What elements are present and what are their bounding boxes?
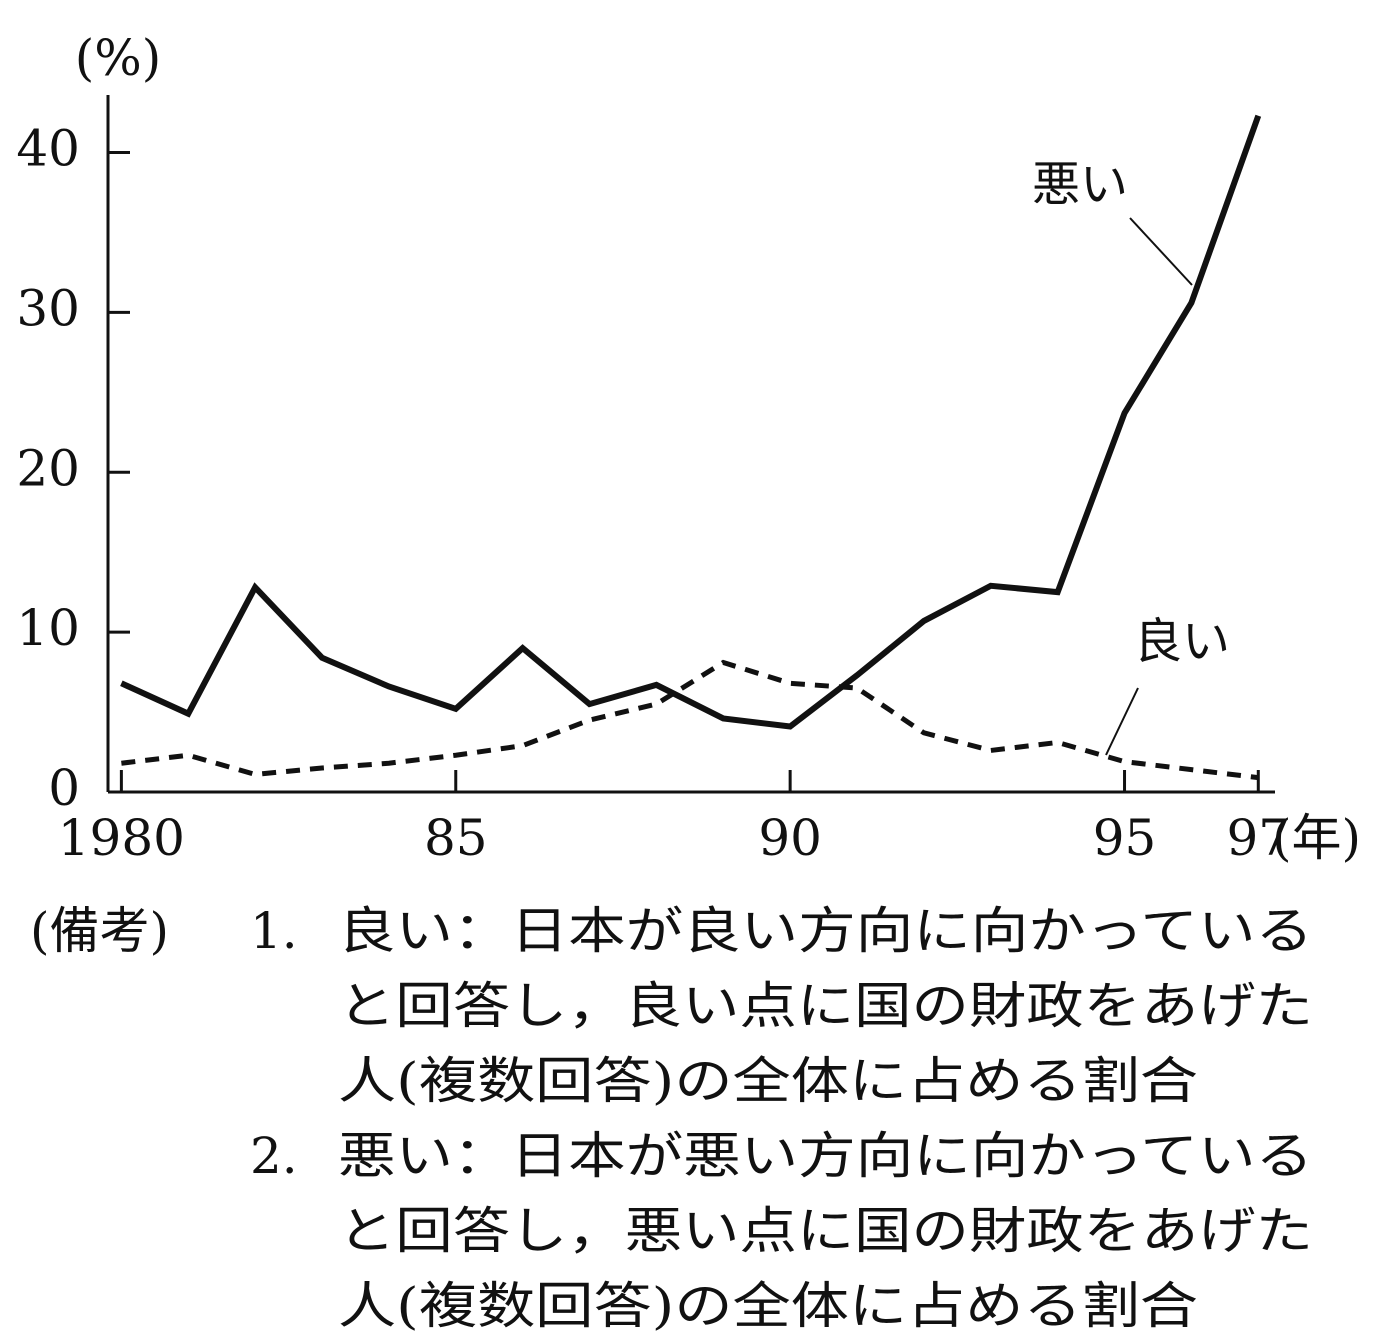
note-line: 良い：日本が良い方向に向かっている [338,902,1313,960]
series-line [120,114,1262,730]
note-line: 悪い：日本が悪い方向に向かっている [338,1127,1313,1185]
y-tick-label: 20 [16,439,80,497]
note-number: 1. [250,902,298,960]
leader-line [1129,217,1193,286]
note-number: 2. [250,1127,298,1185]
x-tick-label: 1980 [58,809,185,867]
note-line: 人(複数回答)の全体に占める割合 [338,1277,1198,1335]
y-tick-label: 10 [16,599,80,657]
y-tick-label: 0 [48,759,80,817]
x-tick-label: 95 [1093,809,1157,867]
x-unit: (年) [1272,809,1361,867]
x-tick-label: 97 [1226,809,1290,867]
notes-label: (備考) [30,902,169,960]
x-tick-label: 90 [758,809,822,867]
x-tick-label: 85 [424,809,488,867]
series-line [121,659,1259,781]
y-tick-label: 30 [16,279,80,337]
leader-line [1105,687,1139,756]
note-line: と回答し，良い点に国の財政をあげた [338,977,1313,1035]
y-unit: (%) [75,29,162,87]
series-label: 悪い [1032,157,1128,213]
note-line: 人(複数回答)の全体に占める割合 [338,1052,1198,1110]
y-tick-label: 40 [16,120,80,178]
note-line: と回答し，悪い点に国の財政をあげた [338,1202,1313,1260]
series-label: 良い [1134,614,1230,670]
